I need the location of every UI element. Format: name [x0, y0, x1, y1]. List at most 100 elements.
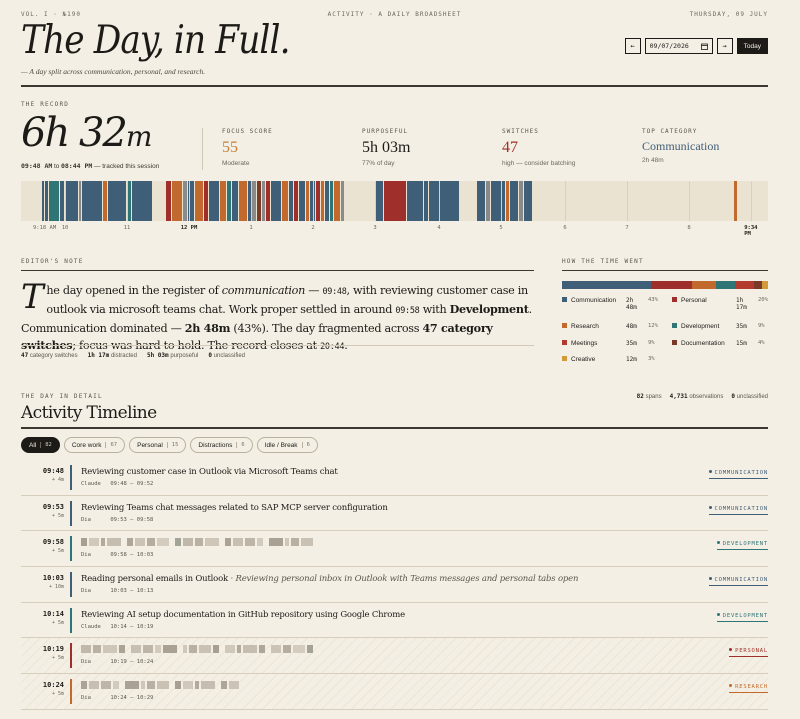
band-segment[interactable] [491, 181, 505, 221]
filter-chip-distractions[interactable]: Distractions 6 [190, 437, 253, 453]
band-segment[interactable] [289, 181, 293, 221]
band-segment[interactable] [424, 181, 428, 221]
band-segment[interactable] [734, 181, 737, 221]
chip-count: 6 [301, 442, 310, 448]
filter-chip-idle-break[interactable]: Idle / Break 6 [256, 437, 318, 453]
band-segment[interactable] [82, 181, 102, 221]
row-category-tag[interactable]: DEVELOPMENT [716, 612, 768, 622]
masthead-rule [21, 85, 768, 87]
legend-time: 35m [626, 340, 637, 347]
band-segment[interactable] [407, 181, 423, 221]
editor-rule-bottom [21, 345, 534, 346]
band-segment[interactable] [103, 181, 107, 221]
band-gridline [189, 181, 190, 221]
band-segment[interactable] [66, 181, 78, 221]
band-segment[interactable] [334, 181, 340, 221]
band-segment[interactable] [183, 181, 187, 221]
today-button[interactable]: Today [736, 38, 768, 54]
band-segment[interactable] [209, 181, 219, 221]
band-segment[interactable] [510, 181, 518, 221]
band-segment[interactable] [330, 181, 333, 221]
band-segment[interactable] [325, 181, 329, 221]
band-segment[interactable] [294, 181, 298, 221]
band-segment[interactable] [132, 181, 152, 221]
timeline-rule [21, 427, 768, 429]
band-segment[interactable] [166, 181, 171, 221]
redacted-block [93, 645, 101, 654]
count-label: unclassified [736, 394, 768, 400]
band-segment[interactable] [42, 181, 44, 221]
band-segment[interactable] [341, 181, 344, 221]
band-segment[interactable] [79, 181, 81, 221]
timeline-row[interactable]: 09:48 + 4m Reviewing customer case in Outl… [21, 460, 768, 496]
band-segment[interactable] [49, 181, 59, 221]
band-segment[interactable] [188, 181, 194, 221]
row-category-bar [70, 572, 72, 598]
band-segment[interactable] [108, 181, 126, 221]
band-segment[interactable] [257, 181, 261, 221]
band-segment[interactable] [232, 181, 238, 221]
band-segment[interactable] [524, 181, 532, 221]
band-segment[interactable] [306, 181, 309, 221]
row-meta: Dia 10:03 – 10:13 [81, 588, 153, 594]
timeline-row[interactable]: 10:03 + 10m Reading personal emails in Out… [21, 567, 768, 603]
filter-chip-all[interactable]: All 82 [21, 437, 60, 453]
date-input[interactable]: 09/07/2026 [644, 38, 713, 54]
band-tick-label: 10 [61, 225, 69, 231]
timeline-row[interactable]: 10:24 + 5m Dia 10:24 – 10:29 RESEARCH [21, 674, 768, 710]
band-tick-label: 12 PM [180, 225, 198, 231]
band-segment[interactable] [195, 181, 203, 221]
filter-chip-personal[interactable]: Personal 15 [129, 437, 187, 453]
row-category-tag[interactable]: RESEARCH [729, 684, 768, 694]
row-description: Reviewing AI setup documentation in GitH… [81, 610, 405, 620]
redacted-block [213, 645, 219, 654]
band-segment[interactable] [271, 181, 281, 221]
band-segment[interactable] [45, 181, 48, 221]
band-segment[interactable] [127, 181, 131, 221]
filter-chip-core-work[interactable]: Core work 67 [63, 437, 126, 453]
row-app: Dia [81, 695, 91, 702]
redacted-block [101, 538, 105, 547]
band-segment[interactable] [316, 181, 320, 221]
band-segment[interactable] [204, 181, 208, 221]
band-segment[interactable] [262, 181, 265, 221]
timeline-row[interactable]: 09:53 + 5m Reviewing Teams chat messages r… [21, 496, 768, 532]
band-segment[interactable] [299, 181, 305, 221]
band-segment[interactable] [477, 181, 485, 221]
band-segment[interactable] [282, 181, 288, 221]
band-segment[interactable] [172, 181, 182, 221]
row-app: Claude [81, 623, 101, 630]
band-segment[interactable] [519, 181, 523, 221]
row-category-tag[interactable]: DEVELOPMENT [716, 541, 768, 551]
total-hours: 6h [21, 110, 70, 156]
band-segment[interactable] [384, 181, 406, 221]
row-category-tag[interactable]: PERSONAL [729, 648, 768, 658]
band-segment[interactable] [266, 181, 270, 221]
row-category-tag[interactable]: COMMUNICATION [708, 577, 768, 587]
band-segment[interactable] [220, 181, 226, 221]
band-segment[interactable] [375, 181, 383, 221]
timeline-row[interactable]: 10:19 + 5m Dia 10:19 – 10:24 PERSONAL [21, 638, 768, 675]
redacted-block [259, 645, 265, 654]
band-segment[interactable] [251, 181, 256, 221]
band-segment[interactable] [60, 181, 64, 221]
redacted-block [81, 645, 91, 654]
timeline-row[interactable]: 10:14 + 5m Reviewing AI setup documentatio… [21, 603, 768, 639]
band-segment[interactable] [321, 181, 324, 221]
band-segment[interactable] [239, 181, 247, 221]
band-segment[interactable] [429, 181, 459, 221]
row-description-text: Reviewing customer case in Outlook via M… [81, 467, 338, 477]
timeline-row[interactable]: 09:58 + 5m Dia 09:58 – 10:03 DEVELOPMENT [21, 531, 768, 568]
band-segment[interactable] [227, 181, 231, 221]
prev-day-button[interactable]: ← [624, 38, 641, 54]
row-category-tag[interactable]: COMMUNICATION [708, 505, 768, 515]
band-tick-label: 9:34 PM [744, 225, 758, 237]
band-segment[interactable] [310, 181, 315, 221]
band-segment[interactable] [506, 181, 509, 221]
day-band[interactable] [21, 181, 768, 221]
how-rule [562, 270, 768, 271]
category-share-bar [562, 281, 768, 289]
next-day-button[interactable]: → [716, 38, 733, 54]
row-category-tag[interactable]: COMMUNICATION [708, 470, 768, 479]
band-segment[interactable] [486, 181, 490, 221]
